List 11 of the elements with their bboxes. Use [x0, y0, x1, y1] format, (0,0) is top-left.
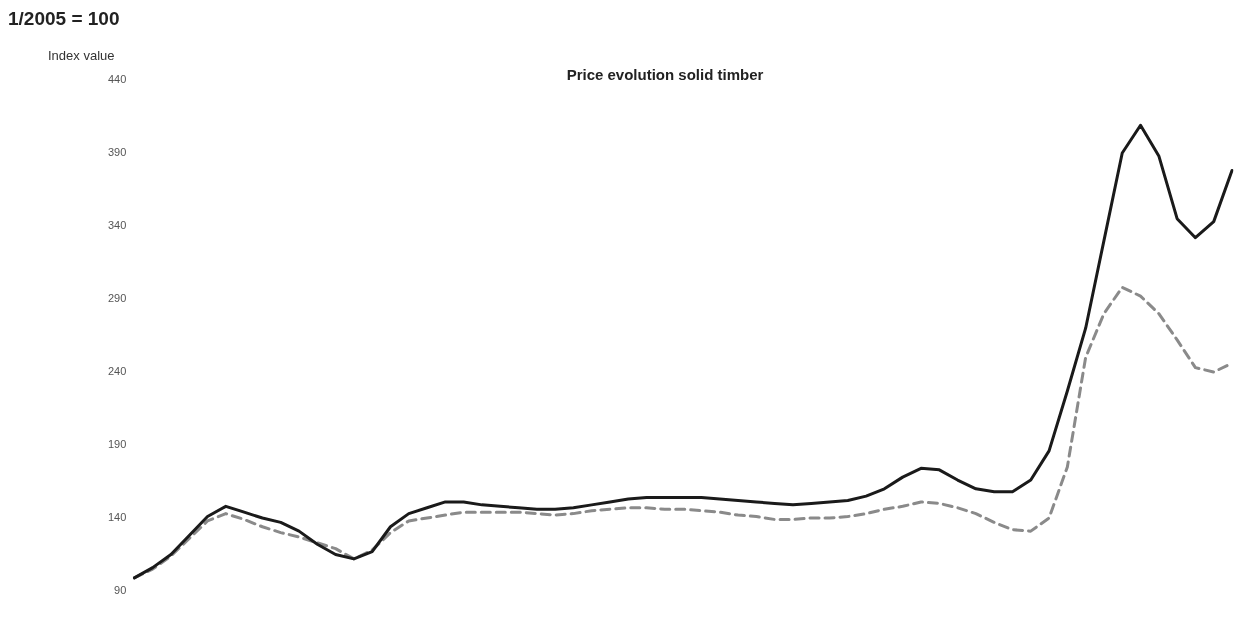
- y-tick-label: 440: [107, 73, 127, 86]
- y-axis-title: Index value: [48, 48, 115, 63]
- y-tick-label: 390: [107, 146, 127, 159]
- chart-title: Price evolution solid timber: [566, 66, 764, 83]
- y-tick-label: 90: [114, 584, 127, 597]
- y-tick-label: 240: [107, 365, 127, 378]
- y-tick-label: 140: [107, 511, 127, 524]
- chart-subtitle: 1/2005 = 100: [8, 8, 120, 30]
- y-tick-label: 190: [107, 438, 127, 451]
- y-tick-label: 290: [107, 292, 127, 305]
- y-tick-label: 340: [107, 219, 127, 232]
